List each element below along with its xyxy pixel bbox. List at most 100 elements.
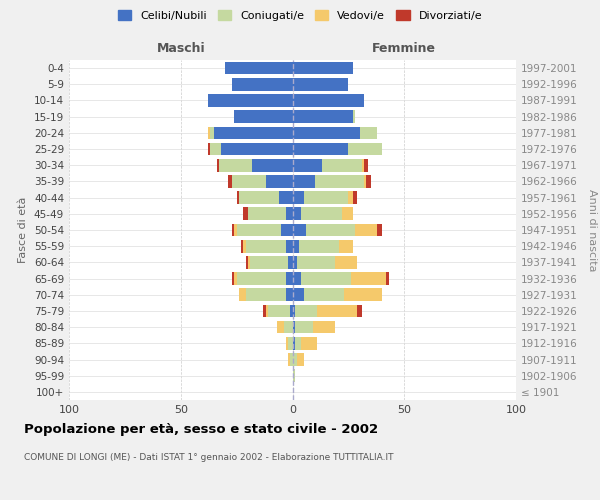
Bar xyxy=(288,256,293,268)
Bar xyxy=(232,224,235,236)
Bar xyxy=(210,142,221,156)
Bar xyxy=(293,62,353,74)
Bar xyxy=(353,192,358,204)
Bar xyxy=(286,288,293,301)
Bar xyxy=(286,240,293,252)
Bar xyxy=(217,159,219,172)
Bar xyxy=(366,175,371,188)
Bar xyxy=(293,272,301,285)
Bar xyxy=(293,304,295,318)
Bar xyxy=(288,353,290,366)
Bar xyxy=(281,224,293,236)
Bar xyxy=(210,126,214,139)
Bar xyxy=(286,208,293,220)
Bar xyxy=(277,321,284,334)
Bar xyxy=(293,142,349,156)
Bar xyxy=(349,142,382,156)
Bar xyxy=(317,304,358,318)
Bar xyxy=(306,224,355,236)
Bar xyxy=(304,288,344,301)
Bar xyxy=(244,240,245,252)
Bar xyxy=(214,126,293,139)
Bar xyxy=(284,321,293,334)
Bar xyxy=(245,240,286,252)
Bar xyxy=(293,353,297,366)
Legend: Celibi/Nubili, Coniugati/e, Vedovi/e, Divorziati/e: Celibi/Nubili, Coniugati/e, Vedovi/e, Di… xyxy=(113,6,487,25)
Y-axis label: Anni di nascita: Anni di nascita xyxy=(587,188,597,271)
Bar xyxy=(245,256,248,268)
Bar xyxy=(266,175,293,188)
Bar xyxy=(358,304,362,318)
Bar xyxy=(232,78,293,90)
Bar xyxy=(297,353,304,366)
Y-axis label: Fasce di età: Fasce di età xyxy=(19,197,28,263)
Bar xyxy=(293,240,299,252)
Bar xyxy=(364,175,366,188)
Bar xyxy=(293,94,364,107)
Bar xyxy=(236,272,286,285)
Bar xyxy=(353,110,355,123)
Bar xyxy=(297,256,335,268)
Bar xyxy=(293,192,304,204)
Bar xyxy=(290,353,293,366)
Bar xyxy=(268,304,290,318)
Bar xyxy=(293,224,306,236)
Bar xyxy=(288,337,293,349)
Text: Femmine: Femmine xyxy=(372,42,436,55)
Bar xyxy=(293,337,295,349)
Bar xyxy=(286,337,288,349)
Bar xyxy=(293,321,295,334)
Bar xyxy=(350,272,386,285)
Bar xyxy=(299,240,340,252)
Bar xyxy=(248,256,250,268)
Bar xyxy=(362,159,364,172)
Bar xyxy=(236,224,281,236)
Bar xyxy=(239,288,245,301)
Bar xyxy=(232,272,235,285)
Bar xyxy=(293,208,301,220)
Bar xyxy=(248,208,286,220)
Bar xyxy=(301,337,317,349)
Bar xyxy=(349,192,353,204)
Bar xyxy=(286,272,293,285)
Bar xyxy=(304,192,349,204)
Bar xyxy=(301,272,350,285)
Bar xyxy=(293,288,304,301)
Bar xyxy=(221,142,293,156)
Bar xyxy=(226,62,293,74)
Bar xyxy=(250,256,288,268)
Bar xyxy=(236,192,239,204)
Bar xyxy=(322,159,362,172)
Bar xyxy=(377,224,382,236)
Bar xyxy=(359,126,377,139)
Bar xyxy=(208,142,210,156)
Bar xyxy=(335,256,358,268)
Bar xyxy=(232,175,266,188)
Bar xyxy=(344,288,382,301)
Bar xyxy=(293,256,297,268)
Bar xyxy=(386,272,389,285)
Bar xyxy=(293,159,322,172)
Bar xyxy=(301,208,341,220)
Bar xyxy=(290,304,293,318)
Bar xyxy=(208,126,210,139)
Bar xyxy=(245,288,286,301)
Bar xyxy=(315,175,364,188)
Bar xyxy=(219,159,252,172)
Bar xyxy=(293,78,349,90)
Bar xyxy=(235,110,293,123)
Bar xyxy=(266,304,268,318)
Bar xyxy=(295,321,313,334)
Bar xyxy=(235,224,236,236)
Bar xyxy=(244,208,248,220)
Bar xyxy=(313,321,335,334)
Bar xyxy=(295,337,301,349)
Bar xyxy=(252,159,293,172)
Text: Maschi: Maschi xyxy=(157,42,205,55)
Bar xyxy=(241,240,244,252)
Bar xyxy=(293,175,315,188)
Text: COMUNE DI LONGI (ME) - Dati ISTAT 1° gennaio 2002 - Elaborazione TUTTITALIA.IT: COMUNE DI LONGI (ME) - Dati ISTAT 1° gen… xyxy=(24,452,394,462)
Bar xyxy=(208,94,293,107)
Text: Popolazione per età, sesso e stato civile - 2002: Popolazione per età, sesso e stato civil… xyxy=(24,422,378,436)
Bar xyxy=(355,224,377,236)
